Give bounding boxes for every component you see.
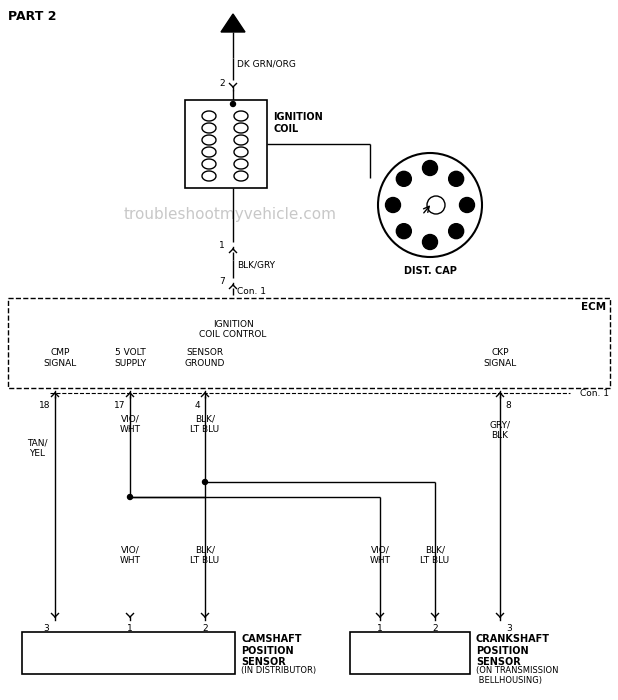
Text: 6: 6 xyxy=(453,227,459,236)
Text: 2: 2 xyxy=(432,624,438,633)
Text: A: A xyxy=(229,20,237,30)
Text: IGNITION
COIL: IGNITION COIL xyxy=(273,112,323,134)
Text: Con. 1: Con. 1 xyxy=(580,389,609,398)
Text: 1: 1 xyxy=(400,174,407,183)
Bar xyxy=(22,632,235,674)
Text: VIO/
WHT: VIO/ WHT xyxy=(119,545,140,565)
Circle shape xyxy=(449,224,464,239)
Circle shape xyxy=(396,224,412,239)
Circle shape xyxy=(127,494,132,500)
Text: BLK/
LT BLU: BLK/ LT BLU xyxy=(420,545,449,565)
Text: 4: 4 xyxy=(453,174,459,183)
Circle shape xyxy=(231,102,235,106)
Text: BLK/
LT BLU: BLK/ LT BLU xyxy=(190,415,219,435)
Bar xyxy=(350,632,470,674)
Text: (IN DISTRIBUTOR): (IN DISTRIBUTOR) xyxy=(241,666,316,675)
Text: BLK/
LT BLU: BLK/ LT BLU xyxy=(190,545,219,565)
Text: 1: 1 xyxy=(219,241,225,251)
Circle shape xyxy=(396,172,412,186)
Text: 2: 2 xyxy=(390,200,396,209)
Text: 18: 18 xyxy=(38,401,50,410)
Text: 2: 2 xyxy=(219,80,225,88)
Circle shape xyxy=(386,197,400,213)
Text: GRY/
BLK: GRY/ BLK xyxy=(489,421,510,440)
Text: 17: 17 xyxy=(114,401,125,410)
Text: IGNITION
COIL CONTROL: IGNITION COIL CONTROL xyxy=(200,320,267,340)
Text: 2: 2 xyxy=(202,624,208,633)
Text: VIO/
WHT: VIO/ WHT xyxy=(119,415,140,435)
Text: SENSOR
GROUND: SENSOR GROUND xyxy=(185,349,225,368)
Text: 3: 3 xyxy=(43,624,49,633)
Text: 5: 5 xyxy=(427,237,433,246)
Polygon shape xyxy=(221,14,245,32)
Circle shape xyxy=(423,160,438,176)
Circle shape xyxy=(460,197,475,213)
Text: 1: 1 xyxy=(377,624,383,633)
Text: CAMSHAFT
POSITION
SENSOR: CAMSHAFT POSITION SENSOR xyxy=(241,634,302,667)
Text: PART 2: PART 2 xyxy=(8,10,56,23)
Text: Con. 1: Con. 1 xyxy=(237,288,266,297)
Bar xyxy=(185,100,267,188)
Circle shape xyxy=(423,234,438,249)
Text: BLK/GRY: BLK/GRY xyxy=(237,260,275,270)
Circle shape xyxy=(427,196,445,214)
Text: TAN/
YEL: TAN/ YEL xyxy=(27,438,47,458)
Circle shape xyxy=(449,172,464,186)
Text: 3: 3 xyxy=(464,200,470,209)
Circle shape xyxy=(203,480,208,484)
Text: 5 VOLT
SUPPLY: 5 VOLT SUPPLY xyxy=(114,349,146,368)
Text: DK GRN/ORG: DK GRN/ORG xyxy=(237,60,296,69)
Text: (ON TRANSMISSION
 BELLHOUSING): (ON TRANSMISSION BELLHOUSING) xyxy=(476,666,559,685)
Text: 7: 7 xyxy=(400,227,407,236)
Text: 8: 8 xyxy=(505,401,510,410)
Text: 1: 1 xyxy=(127,624,133,633)
Circle shape xyxy=(378,153,482,257)
Bar xyxy=(8,298,610,388)
Text: VIO/
WHT: VIO/ WHT xyxy=(370,545,391,565)
Text: ECM: ECM xyxy=(581,302,606,312)
Text: 4: 4 xyxy=(195,401,200,410)
Text: DIST. CAP: DIST. CAP xyxy=(404,266,457,276)
Text: CKP
SIGNAL: CKP SIGNAL xyxy=(483,349,517,368)
Text: 7: 7 xyxy=(219,277,225,286)
Text: CMP
SIGNAL: CMP SIGNAL xyxy=(43,349,77,368)
Text: CRANKSHAFT
POSITION
SENSOR: CRANKSHAFT POSITION SENSOR xyxy=(476,634,550,667)
Text: 3: 3 xyxy=(506,624,512,633)
Text: troubleshootmyvehicle.com: troubleshootmyvehicle.com xyxy=(124,207,336,223)
Text: 8: 8 xyxy=(427,164,433,172)
